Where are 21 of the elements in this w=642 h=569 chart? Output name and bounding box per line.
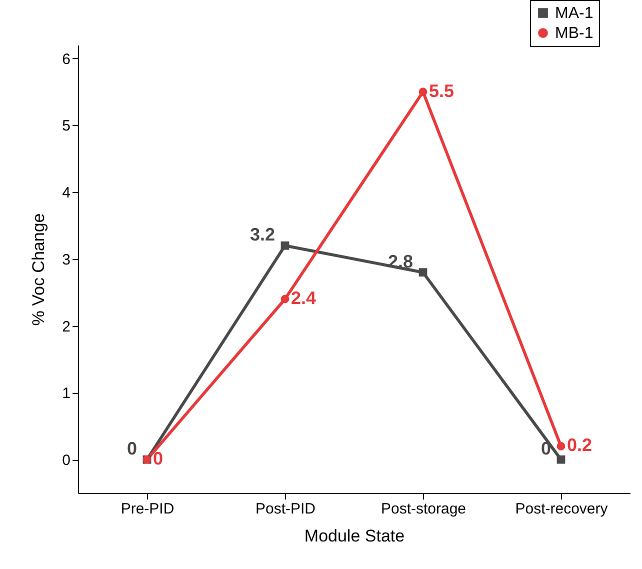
y-tick-label: 4 bbox=[62, 184, 70, 202]
legend-label: MA-1 bbox=[555, 5, 594, 22]
data-label: 0.2 bbox=[567, 435, 592, 456]
data-label: 5.5 bbox=[429, 80, 454, 101]
data-label: 3.2 bbox=[250, 224, 275, 245]
x-tick-label: Post-recovery bbox=[515, 500, 608, 518]
legend-label: MB-1 bbox=[555, 25, 594, 42]
x-axis-title: Module State bbox=[304, 526, 405, 546]
y-tick-label: 2 bbox=[62, 318, 70, 336]
x-tick-label: Post-storage bbox=[380, 500, 466, 518]
y-axis-title: % Voc Change bbox=[29, 213, 48, 326]
y-tick-label: 1 bbox=[62, 385, 70, 402]
x-tick-label: Pre-PID bbox=[120, 500, 174, 518]
data-label: 2.4 bbox=[291, 288, 316, 308]
x-tick-label: Post-PID bbox=[255, 500, 316, 518]
data-label: 0 bbox=[126, 438, 137, 459]
y-tick-label: 6 bbox=[62, 50, 70, 68]
y-tick-label: 3 bbox=[62, 251, 70, 268]
data-label: 0 bbox=[153, 448, 164, 469]
y-tick-label: 0 bbox=[62, 452, 70, 470]
y-tick-label: 5 bbox=[62, 118, 70, 135]
